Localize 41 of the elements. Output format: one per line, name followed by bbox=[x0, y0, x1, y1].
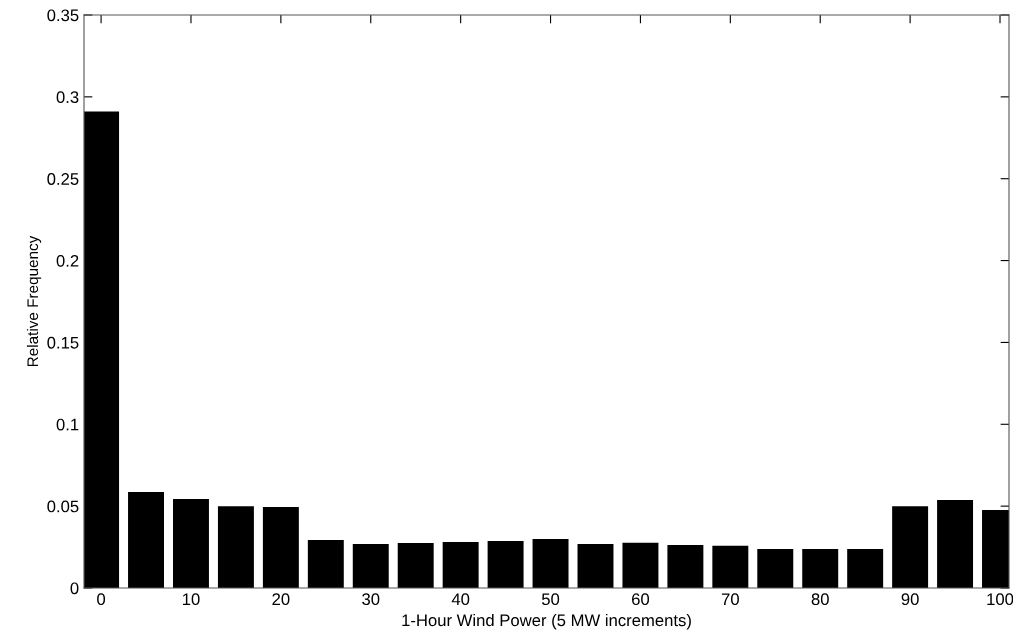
bar bbox=[128, 492, 164, 588]
x-axis-title: 1-Hour Wind Power (5 MW increments) bbox=[402, 613, 691, 630]
x-tick-label: 80 bbox=[811, 593, 829, 606]
x-tick-label: 0 bbox=[97, 593, 106, 606]
x-tick-label: 70 bbox=[721, 593, 739, 606]
x-tick-label: 60 bbox=[632, 593, 650, 606]
x-tick-label: 40 bbox=[451, 593, 470, 606]
x-tick-label: 10 bbox=[182, 593, 200, 606]
bar bbox=[172, 498, 209, 588]
bar bbox=[397, 542, 434, 588]
y-tick-label: 0.05 bbox=[47, 500, 79, 513]
y-tick-label: 0.35 bbox=[47, 9, 79, 22]
bar bbox=[577, 543, 614, 588]
bar bbox=[442, 542, 479, 588]
bar bbox=[84, 111, 120, 588]
bar bbox=[667, 544, 704, 588]
y-tick-label: 0.2 bbox=[56, 254, 79, 267]
y-tick-label: 0.15 bbox=[47, 336, 79, 349]
bar bbox=[892, 506, 929, 588]
y-tick-label: 0.25 bbox=[47, 173, 79, 185]
bar bbox=[757, 549, 794, 588]
x-tick-label: 20 bbox=[272, 593, 290, 606]
bar bbox=[712, 545, 749, 588]
bar bbox=[487, 541, 524, 588]
y-tick-label: 0 bbox=[70, 582, 79, 595]
x-tick-label: 30 bbox=[362, 593, 380, 606]
bar bbox=[847, 549, 884, 588]
bar bbox=[937, 499, 974, 588]
bar bbox=[217, 506, 254, 588]
bar bbox=[532, 539, 569, 588]
x-tick-label: 50 bbox=[541, 593, 560, 606]
bar bbox=[352, 543, 389, 588]
y-tick-label: 0.1 bbox=[56, 418, 79, 431]
y-axis-title: Relative Frequency bbox=[26, 235, 42, 367]
x-tick-label: 100 bbox=[987, 593, 1013, 606]
bar bbox=[802, 549, 839, 588]
bar bbox=[622, 542, 659, 588]
bar bbox=[262, 506, 299, 588]
bar bbox=[307, 540, 344, 588]
x-tick-label: 90 bbox=[901, 593, 919, 606]
y-tick-label: 0.3 bbox=[56, 91, 79, 104]
